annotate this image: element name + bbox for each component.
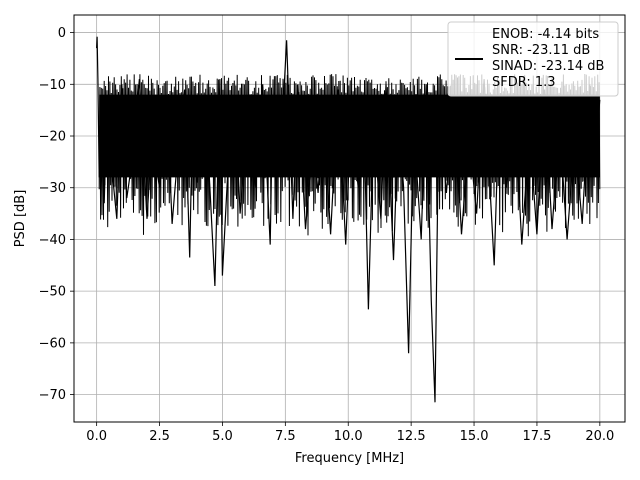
y-axis: 0 −10 −20 −30 −40 −50 −60 −70 (39, 26, 74, 403)
legend-entry-sinad: SINAD: -23.14 dB (492, 59, 604, 74)
psd-series-line (96, 36, 601, 403)
x-axis: 0.0 2.5 5.0 7.5 10.0 12.5 15.0 17.5 20.0 (86, 422, 614, 444)
y-tick-label: −70 (39, 388, 66, 403)
x-axis-label: Frequency [MHz] (295, 451, 404, 466)
legend-entry-enob: ENOB: -4.14 bits (492, 27, 599, 42)
y-tick-label: −40 (39, 233, 66, 248)
y-tick-label: −50 (39, 285, 66, 300)
legend-entry-snr: SNR: -23.11 dB (492, 43, 590, 58)
y-tick-label: −30 (39, 181, 66, 196)
x-tick-label: 20.0 (585, 429, 614, 444)
x-tick-label: 2.5 (149, 429, 170, 444)
plot-frame (73, 14, 626, 423)
noise-band-trace (98, 73, 601, 237)
legend-box (447, 21, 619, 97)
legend-entry-sfdr: SFDR: 1.3 (492, 75, 556, 90)
y-tick-label: 0 (58, 26, 66, 41)
x-tick-label: 12.5 (397, 429, 426, 444)
series-group (96, 36, 601, 403)
y-tick-label: −60 (39, 336, 66, 351)
x-tick-label: 10.0 (334, 429, 363, 444)
y-axis-label: PSD [dB] (13, 190, 28, 248)
y-tick-label: −20 (39, 130, 66, 145)
legend: ENOB: -4.14 bits SNR: -23.11 dB SINAD: -… (447, 21, 619, 97)
x-tick-label: 5.0 (212, 429, 233, 444)
x-tick-label: 15.0 (460, 429, 489, 444)
y-tick-label: −10 (39, 78, 66, 93)
x-tick-label: 7.5 (275, 429, 296, 444)
x-tick-label: 0.0 (86, 429, 107, 444)
x-tick-label: 17.5 (522, 429, 551, 444)
